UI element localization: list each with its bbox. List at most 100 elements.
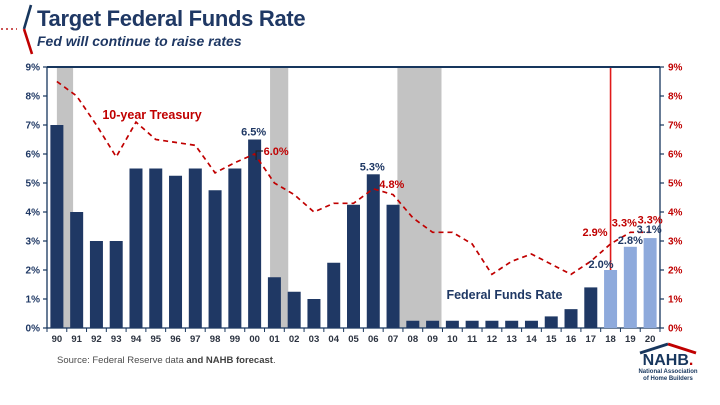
bar-91 [70,212,84,328]
callout-bracket [255,150,264,160]
bar-11 [465,320,479,328]
x-label-17: 17 [586,334,597,345]
x-label-19: 19 [625,334,636,345]
x-label-93: 93 [111,334,122,345]
series-label-federal-funds-rate: Federal Funds Rate [446,288,562,302]
y-axis-label-left: 9% [26,63,41,74]
bar-14 [524,320,538,328]
x-label-06: 06 [368,334,379,345]
title-block: Target Federal Funds Rate Fed will conti… [37,6,306,49]
y-axis-label-right: 1% [668,295,683,306]
y-axis-label-right: 8% [668,92,683,103]
x-label-01: 01 [269,334,280,345]
bar-06 [366,174,380,328]
bar-93 [109,241,123,328]
x-label-14: 14 [526,334,537,345]
x-label-20: 20 [645,334,656,345]
y-axis-label-right: 9% [668,63,683,74]
x-label-90: 90 [52,334,63,345]
annotation-00-6.0%: 6.0% [264,146,289,158]
bar-99 [228,168,242,328]
annotation-19-2.8%: 2.8% [618,235,643,247]
y-axis-label-right: 6% [668,150,683,161]
annotation-20-3.3%: 3.3% [638,214,663,226]
x-label-09: 09 [427,334,438,345]
bar-16 [564,309,578,328]
bar-15 [544,316,558,328]
annotation-06-4.8%: 4.8% [379,179,404,191]
annotation-19-3.3%: 3.3% [612,217,637,229]
x-label-04: 04 [328,334,339,345]
x-label-18: 18 [605,334,616,345]
x-label-05: 05 [348,334,359,345]
x-label-95: 95 [150,334,161,345]
y-axis-label-left: 2% [26,266,41,277]
nahb-logo: NAHB. National Association of Home Builde… [630,342,706,382]
source-text-period: . [272,355,276,366]
header: Target Federal Funds Rate Fed will conti… [0,0,720,60]
annotation-18-2.9%: 2.9% [582,227,607,239]
y-axis-label-left: 5% [26,179,41,190]
x-label-99: 99 [230,334,241,345]
x-label-11: 11 [467,334,478,345]
x-label-92: 92 [91,334,102,345]
bar-07 [386,204,400,328]
y-axis-label-left: 3% [26,237,41,248]
y-axis-label-left: 1% [26,295,41,306]
bar-13 [505,320,519,328]
bar-94 [129,168,143,328]
bar-18 [604,270,618,328]
bar-04 [327,262,341,328]
source-text-bold: and NAHB forecast [186,355,273,366]
bar-96 [169,175,183,328]
chevron-decoration-icon [1,4,34,55]
y-axis-label-left: 7% [26,121,41,132]
y-axis-label-right: 0% [668,324,683,335]
source-note: Source: Federal Reserve data and NAHB fo… [57,355,276,366]
bar-12 [485,320,499,328]
annotation-20-3.1%: 3.1% [637,224,662,236]
nahb-logo-tagline: National Association of Home Builders [638,369,698,382]
nahb-logo-name: NAHB. [642,352,694,369]
y-axis-label-right: 2% [668,266,683,277]
x-label-98: 98 [210,334,221,345]
series-label-10-year-treasury: 10-year Treasury [102,108,201,122]
y-axis-label-left: 8% [26,92,41,103]
bar-05 [347,204,360,328]
x-label-07: 07 [388,334,399,345]
x-label-96: 96 [170,334,181,345]
bar-20 [643,238,657,328]
y-axis-label-left: 4% [26,208,41,219]
x-label-94: 94 [131,334,142,345]
x-label-02: 02 [289,334,300,345]
y-axis-label-left: 6% [26,150,41,161]
x-label-97: 97 [190,334,201,345]
x-label-10: 10 [447,334,458,345]
annotation-18-2.0%: 2.0% [588,259,613,271]
bar-02 [287,291,301,328]
recession-band-2 [397,67,442,328]
annotation-06-5.3%: 5.3% [360,161,385,173]
bar-00 [248,139,262,328]
bar-19 [623,246,637,328]
x-label-03: 03 [309,334,320,345]
source-text: Source: Federal Reserve data [57,355,187,366]
bar-08 [406,320,420,328]
bar-95 [149,168,163,328]
bar-98 [208,190,222,328]
y-axis-label-right: 5% [668,179,683,190]
page-subtitle: Fed will continue to raise rates [37,33,242,49]
bar-92 [89,241,103,328]
bar-17 [584,287,598,328]
recession-band-1 [270,67,289,328]
treasury-line [56,80,651,276]
x-label-91: 91 [71,334,82,345]
bar-09 [426,320,440,328]
bar-90 [50,125,64,328]
roof-icon [639,342,697,355]
bar-01 [267,277,281,328]
y-axis-label-right: 4% [668,208,683,219]
y-axis-label-right: 7% [668,121,683,132]
